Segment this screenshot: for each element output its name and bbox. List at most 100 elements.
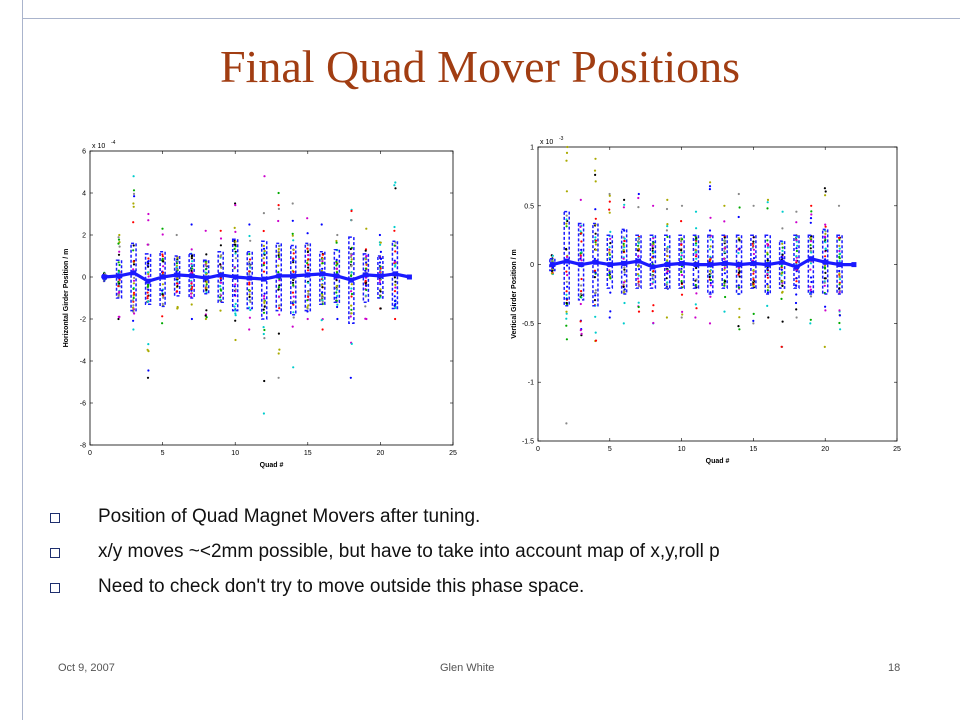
scatter-point bbox=[838, 260, 841, 263]
scatter-point bbox=[262, 229, 265, 233]
series-marker bbox=[808, 256, 814, 262]
scatter-point bbox=[550, 259, 554, 262]
scatter-point bbox=[781, 210, 784, 213]
scatter-point bbox=[593, 257, 597, 260]
scatter-point bbox=[146, 243, 149, 246]
scatter-point bbox=[205, 285, 208, 288]
scatter-point bbox=[132, 294, 135, 297]
scatter-point bbox=[623, 288, 626, 291]
scatter-point bbox=[579, 257, 582, 260]
scatter-point bbox=[622, 291, 626, 294]
axis-exponent-label: x 10 bbox=[92, 143, 105, 150]
scatter-point bbox=[262, 262, 266, 265]
scatter-point bbox=[766, 239, 769, 242]
scatter-point bbox=[680, 249, 683, 252]
scatter-point bbox=[176, 306, 179, 309]
scatter-point bbox=[681, 238, 684, 241]
x-tick-label: 5 bbox=[161, 450, 165, 457]
scatter-point bbox=[117, 281, 120, 284]
scatter-point bbox=[205, 288, 208, 291]
scatter-point bbox=[306, 247, 309, 250]
scatter-point bbox=[823, 235, 826, 238]
scatter-point bbox=[291, 219, 294, 222]
scatter-point bbox=[248, 283, 251, 286]
scatter-point bbox=[132, 328, 135, 331]
scatter-point bbox=[637, 192, 640, 196]
y-tick-label: 2 bbox=[82, 233, 86, 240]
scatter-point bbox=[652, 251, 655, 254]
scatter-point bbox=[292, 295, 295, 298]
scatter-point bbox=[307, 254, 310, 257]
scatter-point bbox=[751, 242, 754, 245]
series-marker bbox=[549, 262, 555, 268]
scatter-point bbox=[809, 262, 813, 265]
scatter-point bbox=[651, 261, 654, 264]
scatter-point bbox=[263, 250, 266, 253]
scatter-point bbox=[292, 257, 295, 260]
plot-frame bbox=[537, 146, 898, 442]
scatter-point bbox=[263, 379, 266, 383]
scatter-point bbox=[637, 268, 641, 271]
y-tick-label: 6 bbox=[82, 149, 86, 156]
scatter-point bbox=[809, 285, 812, 288]
scatter-point bbox=[306, 262, 309, 265]
scatter-point bbox=[723, 250, 726, 253]
scatter-point bbox=[292, 252, 295, 255]
scatter-point bbox=[738, 328, 741, 331]
scatter-point bbox=[278, 257, 281, 260]
scatter-point bbox=[117, 285, 120, 288]
scatter-point bbox=[204, 314, 207, 317]
scatter-point bbox=[350, 287, 353, 290]
scatter-point bbox=[579, 198, 582, 201]
scatter-point bbox=[350, 304, 353, 307]
scatter-point bbox=[694, 303, 697, 306]
series-marker bbox=[305, 272, 311, 278]
scatter-point bbox=[233, 266, 236, 269]
scatter-point bbox=[579, 255, 583, 258]
scatter-point bbox=[146, 260, 149, 264]
scatter-point bbox=[795, 280, 798, 283]
scatter-point bbox=[594, 291, 597, 294]
scatter-point bbox=[378, 281, 381, 284]
scatter-point bbox=[263, 328, 266, 332]
scatter-point bbox=[147, 212, 150, 216]
bullet-text: Position of Quad Magnet Movers after tun… bbox=[98, 506, 481, 527]
scatter-point bbox=[594, 315, 597, 318]
scatter-point bbox=[306, 243, 309, 247]
scatter-point bbox=[291, 202, 294, 205]
scatter-point bbox=[132, 263, 136, 266]
scatter-point bbox=[665, 316, 669, 319]
scatter-point bbox=[306, 299, 309, 302]
scatter-point bbox=[393, 295, 396, 298]
scatter-point bbox=[364, 267, 367, 270]
scatter-point bbox=[636, 277, 640, 280]
scatter-point bbox=[147, 343, 150, 346]
scatter-point bbox=[263, 337, 266, 340]
scatter-point bbox=[117, 269, 120, 272]
scatter-point bbox=[680, 243, 683, 246]
scatter-point bbox=[565, 317, 568, 320]
scatter-point bbox=[837, 204, 841, 207]
scatter-point bbox=[809, 217, 813, 220]
series-marker bbox=[664, 262, 670, 268]
scatter-point bbox=[565, 422, 568, 425]
scatter-point bbox=[709, 245, 712, 248]
x-tick-label: 0 bbox=[536, 446, 540, 453]
scatter-point bbox=[594, 239, 598, 242]
scatter-point bbox=[393, 229, 396, 232]
scatter-point bbox=[810, 251, 813, 254]
scatter-point bbox=[580, 332, 583, 335]
scatter-point bbox=[335, 291, 338, 294]
scatter-point bbox=[781, 246, 784, 249]
scatter-point bbox=[350, 274, 353, 277]
scatter-point bbox=[190, 264, 194, 267]
scatter-point bbox=[161, 315, 164, 318]
scatter-point bbox=[379, 267, 382, 270]
scatter-point bbox=[636, 249, 640, 252]
scatter-point bbox=[146, 291, 149, 294]
scatter-point bbox=[118, 245, 121, 248]
scatter-point bbox=[651, 274, 654, 277]
scatter-point bbox=[637, 285, 641, 288]
scatter-point bbox=[608, 208, 611, 211]
scatter-point bbox=[132, 304, 135, 307]
